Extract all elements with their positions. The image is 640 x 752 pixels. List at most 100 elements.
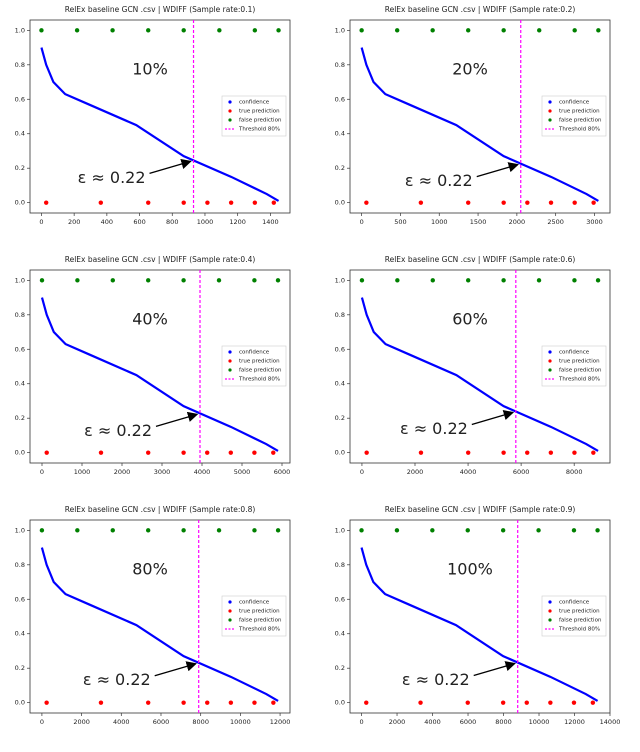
- x-tick-label: 4000: [194, 468, 211, 476]
- prediction-point: [465, 278, 471, 283]
- y-tick-label: 1.0: [335, 276, 345, 284]
- y-tick-label: 0.6: [15, 345, 25, 353]
- arrow: [155, 411, 199, 427]
- legend-marker: [228, 600, 232, 604]
- y-tick-label: 1.0: [15, 276, 25, 284]
- y-tick-label: 0.0: [335, 199, 345, 207]
- prediction-point: [181, 450, 186, 455]
- arrow: [473, 661, 516, 677]
- x-tick-label: 4000: [424, 718, 441, 726]
- subplot: RelEx baseline GCN .csv | WDIFF (Sample …: [335, 255, 611, 476]
- legend-label: confidence: [239, 100, 270, 106]
- prediction-point: [43, 200, 49, 205]
- prediction-point: [205, 700, 210, 705]
- legend-label: Threshold 80%: [238, 127, 280, 133]
- prediction-point: [146, 450, 151, 455]
- prediction-point: [145, 528, 151, 533]
- x-tick-label: 2000: [73, 718, 90, 726]
- prediction-point: [110, 278, 116, 283]
- epsilon-annotation: ε ≈ 0.22: [402, 670, 470, 689]
- prediction-point: [524, 700, 529, 705]
- arrow: [471, 410, 515, 426]
- prediction-point: [146, 278, 151, 283]
- prediction-point: [252, 528, 257, 533]
- legend-label: confidence: [559, 100, 590, 106]
- prediction-point: [465, 450, 471, 455]
- prediction-point: [98, 700, 104, 705]
- prediction-point: [525, 450, 530, 455]
- prediction-point: [501, 278, 506, 283]
- y-tick-label: 0.4: [15, 130, 25, 138]
- legend-label: false prediction: [559, 618, 602, 624]
- prediction-point: [591, 450, 596, 455]
- y-tick-label: 0.4: [335, 130, 345, 138]
- prediction-point: [572, 278, 577, 283]
- prediction-point: [595, 278, 601, 283]
- prediction-point: [252, 278, 257, 283]
- prediction-point: [271, 450, 276, 455]
- prediction-point: [98, 200, 104, 205]
- plot-frame: [29, 19, 291, 214]
- x-tick-label: 0: [360, 468, 364, 476]
- x-tick-label: 12000: [564, 718, 585, 726]
- prediction-point: [228, 700, 234, 705]
- prediction-point: [228, 200, 234, 205]
- prediction-point: [252, 28, 258, 33]
- chart-title: RelEx baseline GCN .csv | WDIFF (Sample …: [385, 5, 576, 14]
- prediction-point: [217, 28, 222, 33]
- y-tick-label: 0.8: [15, 561, 25, 569]
- subplot: RelEx baseline GCN .csv | WDIFF (Sample …: [335, 5, 611, 226]
- prediction-point: [501, 450, 506, 455]
- confidence-line: [360, 47, 599, 202]
- percent-annotation: 80%: [132, 560, 168, 579]
- legend-label: Threshold 80%: [238, 377, 280, 383]
- prediction-point: [571, 528, 577, 533]
- legend-label: false prediction: [559, 368, 602, 374]
- percent-annotation: 100%: [447, 560, 493, 579]
- y-tick-label: 0.8: [15, 311, 25, 319]
- legend-marker: [228, 109, 232, 113]
- y-tick-label: 0.2: [15, 164, 25, 172]
- x-tick-label: 6000: [460, 718, 477, 726]
- y-tick-label: 0.4: [335, 630, 345, 638]
- prediction-point: [98, 450, 104, 455]
- prediction-point: [465, 700, 470, 705]
- prediction-point: [110, 28, 115, 33]
- legend-label: true prediction: [239, 609, 280, 615]
- x-tick-label: 2000: [509, 218, 526, 226]
- prediction-point: [595, 528, 600, 533]
- y-tick-label: 0.6: [335, 595, 345, 603]
- legend-label: false prediction: [559, 118, 602, 124]
- arrow: [476, 162, 519, 178]
- subplot: RelEx baseline GCN .csv | WDIFF (Sample …: [335, 505, 621, 726]
- prediction-point: [572, 200, 577, 205]
- x-tick-label: 4000: [460, 468, 477, 476]
- prediction-point: [466, 28, 471, 33]
- prediction-point: [591, 200, 596, 205]
- epsilon-annotation: ε ≈ 0.22: [84, 421, 152, 440]
- x-tick-label: 0: [39, 218, 43, 226]
- y-tick-label: 1.0: [15, 526, 25, 534]
- prediction-point: [271, 200, 277, 205]
- legend-label: true prediction: [559, 109, 600, 115]
- x-tick-label: 6000: [274, 468, 291, 476]
- legend-marker: [228, 359, 232, 363]
- prediction-point: [146, 200, 151, 205]
- chart-title: RelEx baseline GCN .csv | WDIFF (Sample …: [65, 255, 256, 264]
- x-tick-label: 600: [133, 218, 145, 226]
- prediction-point: [359, 528, 364, 533]
- prediction-point: [590, 700, 596, 705]
- y-tick-label: 0.0: [335, 699, 345, 707]
- epsilon-annotation: ε ≈ 0.22: [78, 168, 146, 187]
- prediction-point: [501, 200, 506, 205]
- x-tick-label: 3000: [586, 218, 603, 226]
- x-tick-label: 2000: [114, 468, 131, 476]
- y-tick-label: 0.0: [15, 699, 25, 707]
- x-tick-label: 10000: [230, 718, 251, 726]
- confidence-line: [360, 547, 599, 702]
- legend-marker: [548, 609, 552, 613]
- y-tick-label: 0.2: [335, 164, 345, 172]
- legend-label: false prediction: [239, 618, 282, 624]
- y-tick-label: 0.4: [15, 630, 25, 638]
